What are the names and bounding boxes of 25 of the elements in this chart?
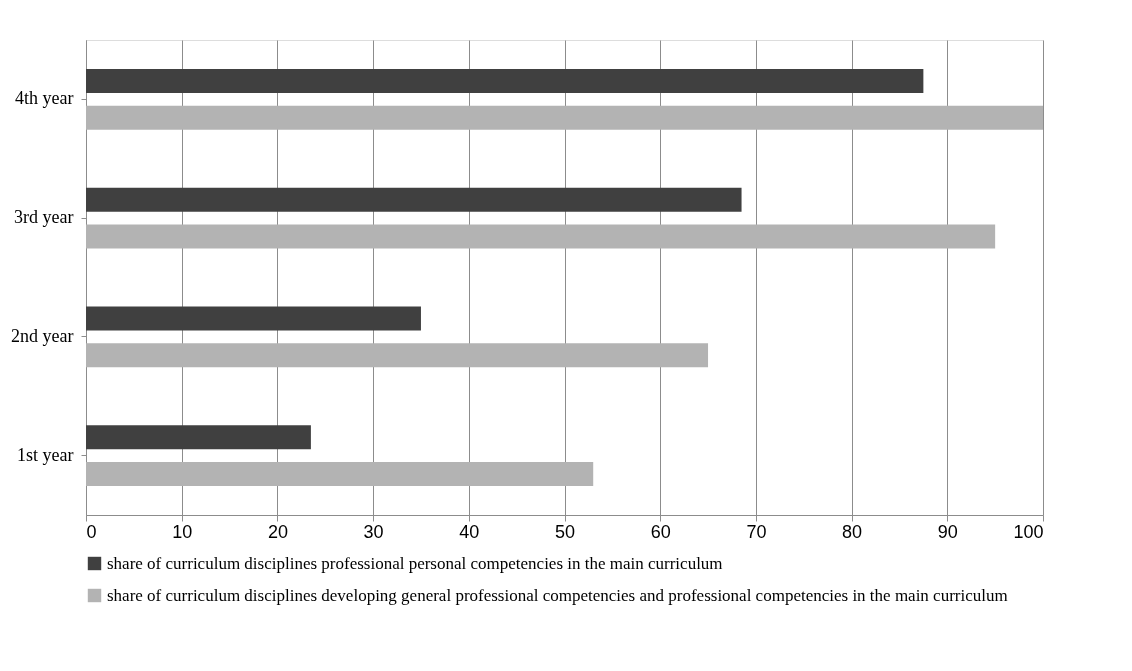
legend-label: share of curriculum disciplines professional personal competencies in the main curriculum xyxy=(107,553,723,573)
bar xyxy=(86,105,1043,130)
x-tick-label: 70 xyxy=(746,521,767,542)
x-tick-label: 50 xyxy=(554,521,576,542)
y-tick-label: 3rd year xyxy=(14,207,74,228)
bar xyxy=(86,306,421,331)
x-tick-label: 10 xyxy=(172,521,193,542)
bar xyxy=(86,224,996,249)
bar xyxy=(86,425,311,450)
bar xyxy=(86,68,924,93)
bar xyxy=(86,187,742,212)
y-tick-label: 2nd year xyxy=(11,325,74,346)
y-tick-label: 1st year xyxy=(17,444,74,465)
x-tick-label: 100 xyxy=(1013,521,1044,542)
x-tick-label: 90 xyxy=(937,521,958,542)
bar xyxy=(86,462,594,487)
x-tick-label: 30 xyxy=(363,521,384,542)
y-tick-label: 4th year xyxy=(15,88,74,109)
bar xyxy=(86,343,709,368)
x-tick-label: 20 xyxy=(267,521,288,542)
x-tick-label: 40 xyxy=(459,521,480,542)
x-tick-label: 60 xyxy=(650,521,671,542)
x-tick-label: 80 xyxy=(842,521,863,542)
x-tick-label: 0 xyxy=(86,521,97,542)
legend-label: share of curriculum disciplines developing general professional competencies and professional competencies in the main curriculum xyxy=(107,585,1008,605)
